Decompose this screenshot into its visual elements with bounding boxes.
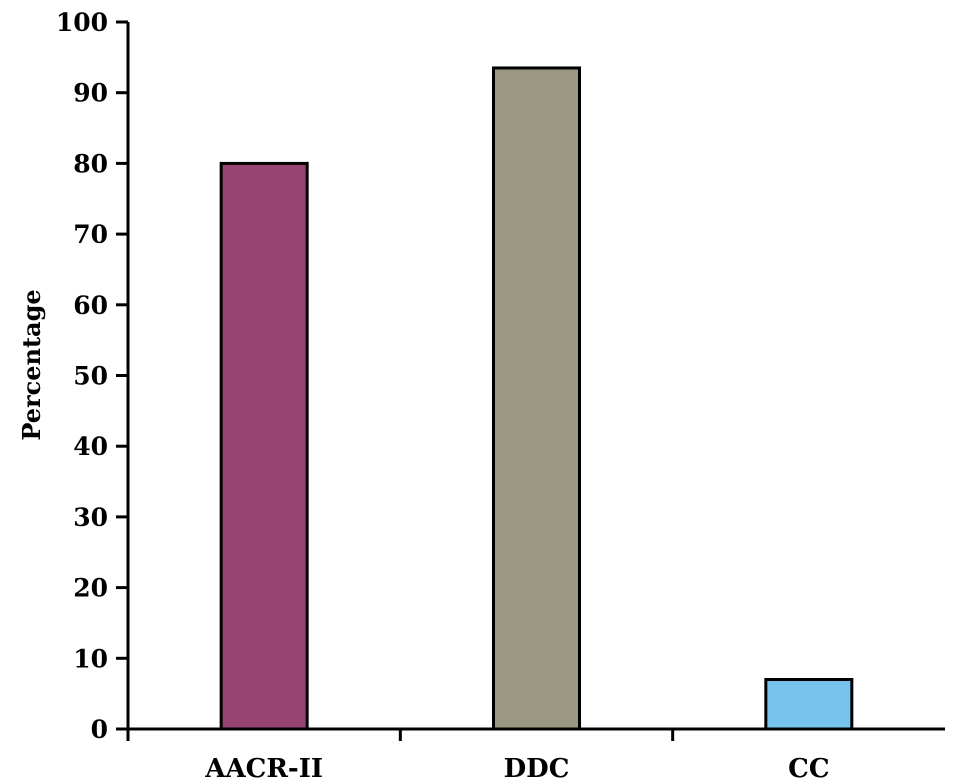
y-tick-label: 90 [73,79,108,108]
bar-cc [764,678,854,731]
y-tick-label: 80 [73,149,108,178]
y-axis: 0 10 20 30 40 50 60 70 80 90 100 [56,8,130,744]
y-tick-label: 100 [56,8,108,37]
bars [219,66,854,731]
y-tick-label: 20 [73,574,108,603]
x-category-label: CC [788,754,829,779]
bar-aacr-ii [219,161,309,731]
y-axis-title: Percentage [17,289,46,440]
x-category-label: DDC [504,754,570,779]
x-axis: AACR-II DDC CC [116,727,945,779]
x-category-label: AACR-II [204,754,323,779]
y-tick-label: 10 [73,644,108,673]
bar-ddc [492,66,581,731]
y-tick-label: 60 [73,291,108,320]
y-tick-label: 40 [73,432,108,461]
y-tick-label: 70 [73,220,108,249]
y-tick-label: 30 [73,503,108,532]
y-tick-label: 50 [73,362,108,391]
y-tick-label: 0 [91,715,108,744]
